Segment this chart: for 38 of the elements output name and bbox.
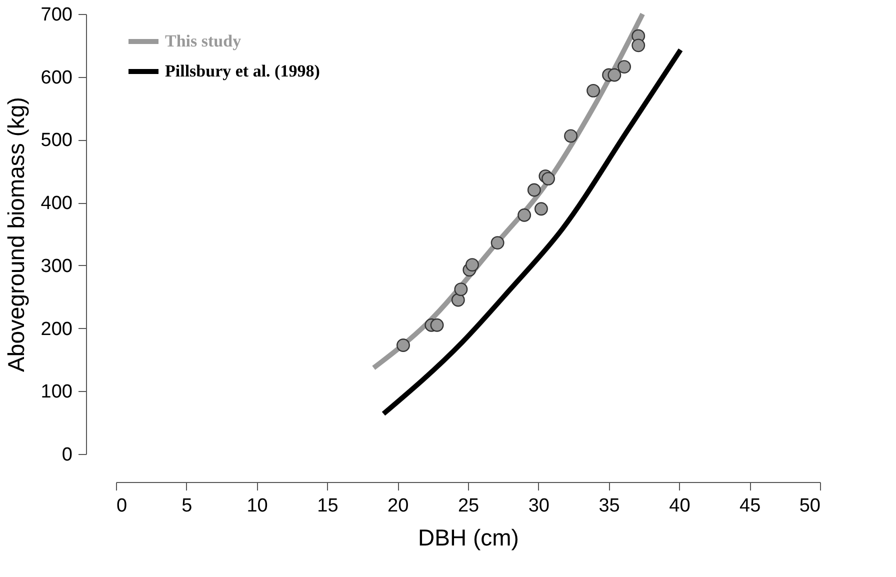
x-axis-title: DBH (cm) [418,524,519,550]
x-tick-label: 25 [458,496,480,516]
y-tick-label: 600 [40,67,72,88]
point [454,282,468,296]
point [490,236,504,250]
x-tick-label: 45 [740,496,761,516]
x-tick-label: 10 [246,496,268,516]
x-tick-label: 15 [317,496,338,516]
y-tick-label: 500 [40,130,72,152]
x-tick-label: 30 [528,496,550,516]
legend-label: This study [165,32,242,50]
x-tick-label: 35 [598,496,620,516]
x-tick-label: 20 [388,496,409,516]
y-tick-label: 200 [40,318,72,340]
y-tick-label: 0 [62,444,72,466]
x-tick-label: 50 [799,496,820,516]
point [430,318,444,332]
point [466,258,479,272]
point [534,202,548,216]
point [542,172,555,186]
point [451,293,465,307]
y-axis-title: Aboveground biomass (kg) [2,97,29,372]
x-tick-label: 40 [669,496,690,516]
point [527,183,541,197]
legend-label: Pillsbury et al. (1998) [165,62,320,80]
y-tick-label: 100 [40,382,72,403]
point [608,68,622,82]
y-tick-label: 300 [40,256,72,277]
x-tick-label: 5 [182,496,192,516]
point [518,208,532,222]
point [564,129,578,143]
x-tick-label: 0 [116,496,128,516]
point [396,338,410,352]
y-tick-label: 400 [40,193,72,214]
y-tick-label: 700 [40,4,72,26]
point [618,60,632,74]
point [632,38,646,52]
point [586,84,600,98]
